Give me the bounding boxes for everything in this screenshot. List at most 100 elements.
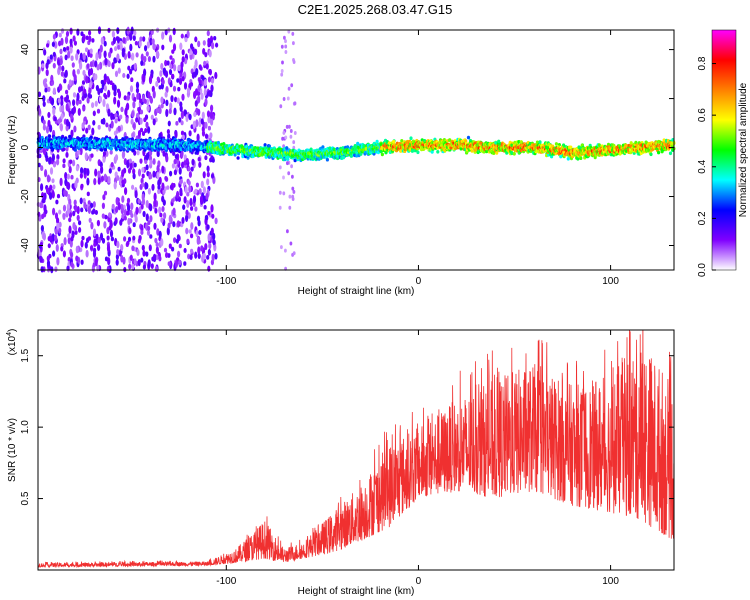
spectrogram-cell (181, 161, 185, 169)
spectrogram-cell (180, 61, 184, 69)
spectrogram-cell (173, 158, 177, 165)
spectrogram-cell (160, 103, 164, 109)
spectrogram-cell (122, 147, 126, 152)
spectrogram-cell (63, 237, 67, 246)
spectrogram-cell (130, 26, 134, 35)
spectrogram-cell (168, 243, 172, 249)
spectrogram-cell (52, 250, 56, 257)
spectrogram-cell (148, 244, 152, 252)
spectrogram-cell (123, 215, 127, 221)
spectrogram-cell (64, 171, 68, 180)
spectrogram-cell (74, 204, 78, 213)
spectrogram-cell (103, 147, 107, 152)
spectrogram-cell (85, 47, 89, 52)
spectrogram-cell (80, 31, 84, 37)
spectrogram-cell (171, 198, 175, 203)
spectrogram-cell (267, 144, 271, 148)
spectrogram-cell (107, 176, 111, 184)
spectrogram-cell (83, 167, 87, 175)
spectrogram-cell (145, 152, 149, 161)
spectrogram-cell (281, 60, 284, 65)
spectrogram-cell (102, 151, 107, 156)
spectrogram-cell (183, 261, 187, 266)
spectrogram-cell (51, 190, 55, 199)
spectrogram-cell (161, 205, 165, 213)
spectrogram-cell (57, 97, 62, 104)
spectrogram-cell (72, 69, 76, 78)
spectrogram-cell (168, 34, 173, 43)
spectrogram-cell (83, 116, 87, 122)
spectrogram-cell (136, 92, 140, 100)
spectrogram-cell (57, 118, 61, 125)
spectrogram-cell (53, 116, 57, 122)
spectrogram-cell (45, 125, 50, 134)
spectrogram-cell (207, 125, 211, 131)
spectrogram-cell (62, 47, 67, 52)
spectrogram-cell (181, 49, 185, 56)
spectrogram-cell (206, 178, 210, 186)
spectrogram-cell (117, 44, 121, 50)
spectrogram-cell (39, 256, 43, 263)
spectrogram-cell (129, 209, 133, 215)
spectrogram-cell (89, 67, 94, 76)
chart-title: C2E1.2025.268.03.47.G15 (297, 2, 453, 17)
spectrogram-cell (178, 243, 182, 249)
spectrogram-cell (99, 44, 103, 53)
spectrogram-cell (65, 118, 70, 127)
spectrogram-cell (150, 114, 154, 120)
spectrogram-cell (106, 244, 111, 253)
spectrogram-cell (49, 54, 53, 60)
spectrogram-cell (164, 91, 168, 98)
spectrogram-cell (147, 188, 151, 195)
spectrogram-cell (211, 213, 215, 219)
spectrogram-cell (52, 51, 56, 57)
spectrogram-cell (134, 215, 138, 223)
spectrogram-cell (138, 206, 142, 214)
spectrogram-cell (90, 202, 94, 209)
spectrogram-cell (88, 217, 92, 223)
spectrogram-cell (125, 116, 129, 124)
spectrogram-cell (173, 237, 177, 243)
spectrogram-cell (135, 52, 139, 58)
spectrogram-cell (132, 222, 136, 228)
spectrogram-cell (171, 246, 175, 252)
spectrogram-cell (180, 130, 185, 136)
spectrogram-cell (160, 62, 164, 70)
spectrogram-cell (97, 177, 101, 185)
spectrogram-cell (291, 197, 295, 201)
spectrogram-cell (56, 193, 61, 199)
spectrogram-cell (115, 196, 119, 206)
spectrogram-cell (198, 64, 202, 70)
spectrogram-cell (100, 79, 104, 85)
spectrogram-cell (103, 92, 107, 98)
spectrogram-cell (132, 168, 136, 175)
spectrogram-cell (100, 36, 104, 45)
spectrogram-cell (137, 259, 141, 267)
spectrogram-cell (135, 87, 140, 94)
spectrogram-cell (95, 52, 99, 61)
spectrogram-cell (73, 40, 77, 46)
spectrogram-cell (205, 192, 209, 201)
spectrogram-cell (170, 95, 174, 103)
spectrogram-cell (171, 49, 175, 54)
spectrogram-cell (138, 40, 142, 48)
spectrogram-cell (114, 217, 118, 225)
spectrogram-cell (126, 102, 130, 111)
spectrogram-cell (68, 225, 72, 234)
spectrogram-cell (126, 94, 130, 101)
spectrogram-cell (181, 134, 185, 140)
spectrogram-cell (190, 206, 194, 211)
spectrogram-cell (107, 257, 111, 266)
spectrogram-cell (112, 36, 116, 45)
spectrogram-cell (133, 162, 137, 168)
spectrogram-cell (177, 250, 181, 258)
spectrogram-cell (46, 174, 51, 183)
spectrogram-cell (90, 153, 94, 158)
spectrogram-cell (187, 253, 191, 260)
spectrogram-cell (94, 100, 98, 107)
spectrogram-cell (114, 154, 119, 162)
spectrogram-cell (172, 208, 176, 216)
spectrogram-cell (155, 254, 159, 261)
spectrogram-cell (197, 84, 201, 92)
spectrogram-cell (117, 166, 121, 172)
